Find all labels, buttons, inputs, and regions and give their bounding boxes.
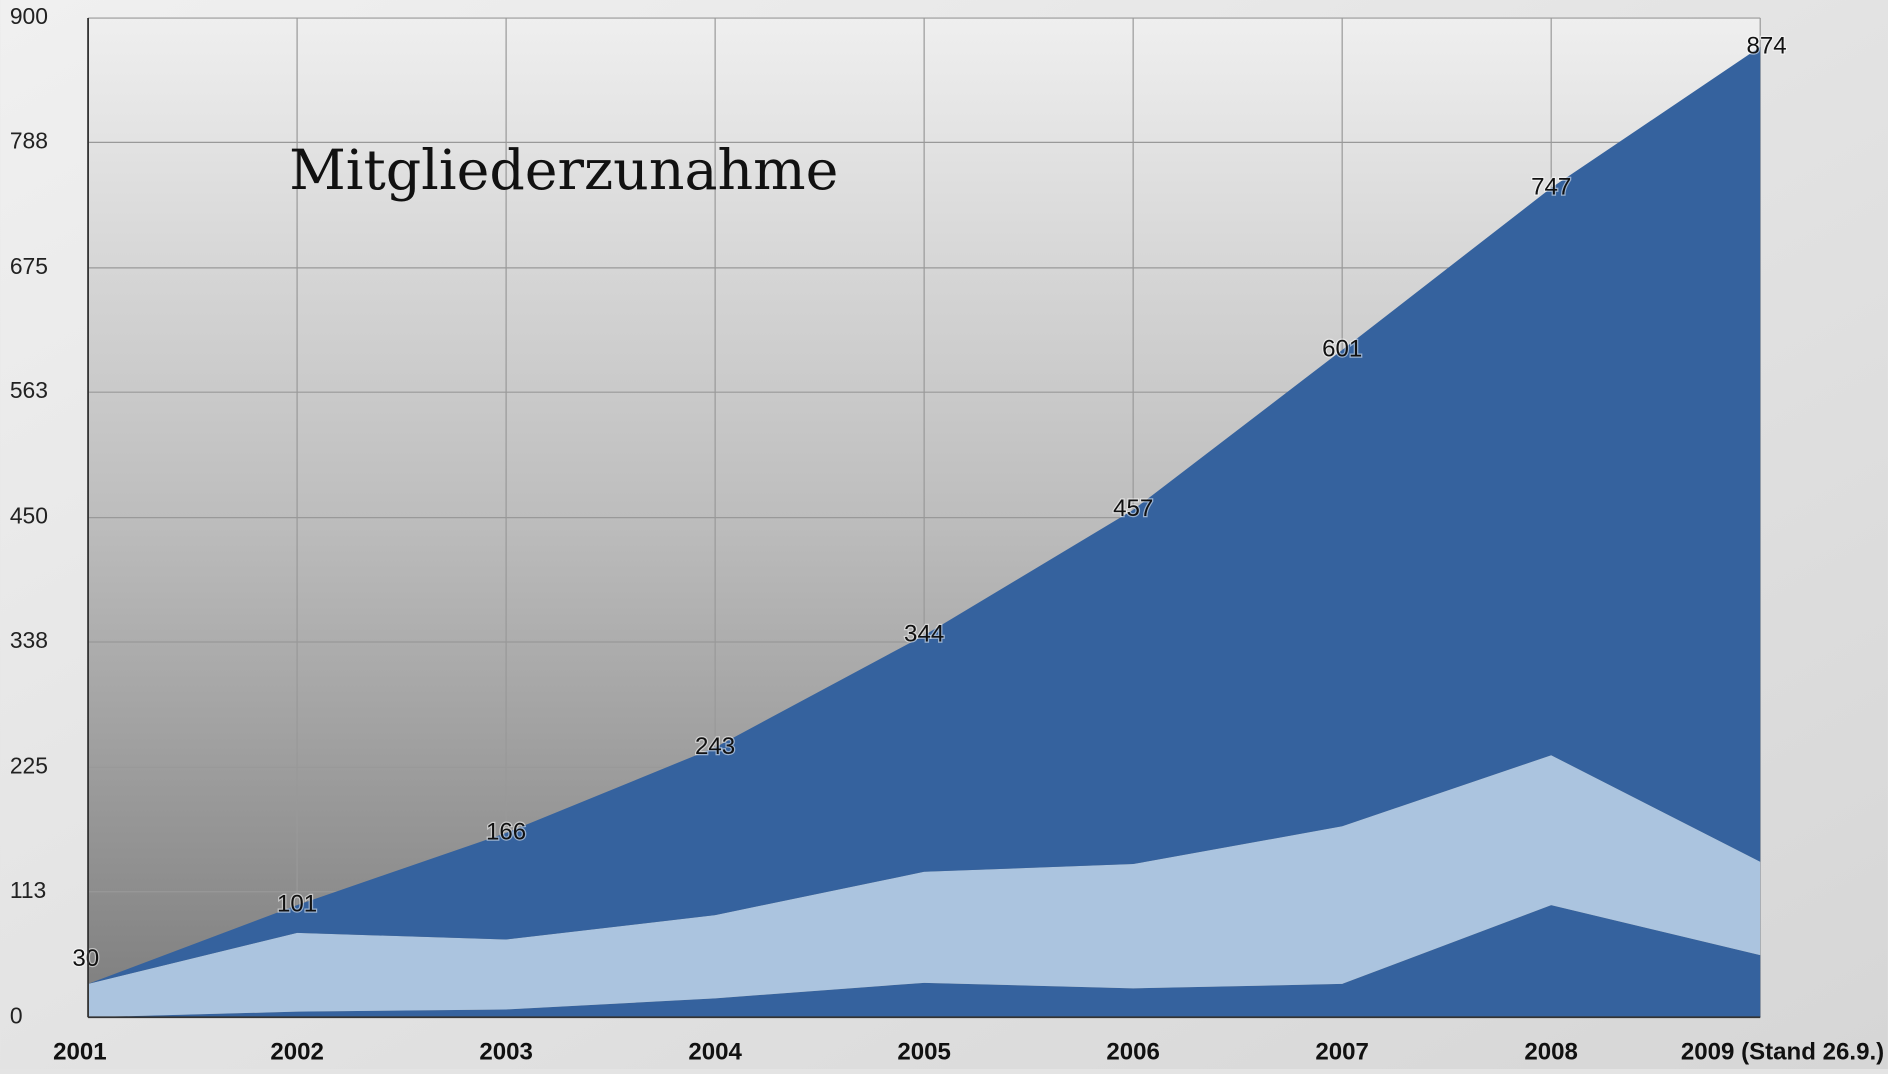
y-tick-label: 788 bbox=[10, 127, 48, 153]
x-tick-label: 2001 bbox=[53, 1039, 107, 1066]
area bbox=[88, 46, 1761, 984]
area bbox=[88, 905, 1761, 1018]
data-label: 101 bbox=[277, 890, 317, 917]
chart-title: Mitgliederzunahme bbox=[289, 139, 838, 203]
x-tick-label: 2006 bbox=[1106, 1039, 1160, 1066]
data-label: 874 bbox=[1747, 32, 1787, 59]
y-tick-label: 113 bbox=[10, 877, 46, 903]
x-tick-label: 2009 (Stand 26.9.) bbox=[1681, 1039, 1884, 1066]
x-tick-label: 2008 bbox=[1524, 1039, 1578, 1066]
y-tick-label: 900 bbox=[10, 3, 48, 29]
data-label: 747 bbox=[1531, 173, 1571, 200]
data-label: 30 bbox=[72, 945, 99, 972]
y-tick-label: 675 bbox=[10, 253, 48, 279]
data-label: 344 bbox=[904, 621, 944, 648]
y-tick-label: 338 bbox=[10, 627, 48, 653]
y-tick-label: 225 bbox=[10, 752, 48, 778]
y-tick-label: 563 bbox=[10, 377, 48, 403]
x-tick-label: 2003 bbox=[479, 1039, 533, 1066]
y-tick-label: 0 bbox=[10, 1002, 23, 1028]
data-label: 243 bbox=[695, 733, 735, 760]
y-tick-label: 450 bbox=[10, 503, 48, 529]
data-label: 457 bbox=[1113, 495, 1153, 522]
x-tick-label: 2004 bbox=[688, 1039, 742, 1066]
x-tick-label: 2007 bbox=[1315, 1039, 1369, 1066]
data-label: 166 bbox=[486, 818, 526, 845]
x-tick-label: 2002 bbox=[270, 1039, 324, 1066]
x-tick-label: 2005 bbox=[897, 1039, 951, 1066]
area bbox=[88, 755, 1761, 1018]
data-label: 601 bbox=[1322, 335, 1362, 362]
